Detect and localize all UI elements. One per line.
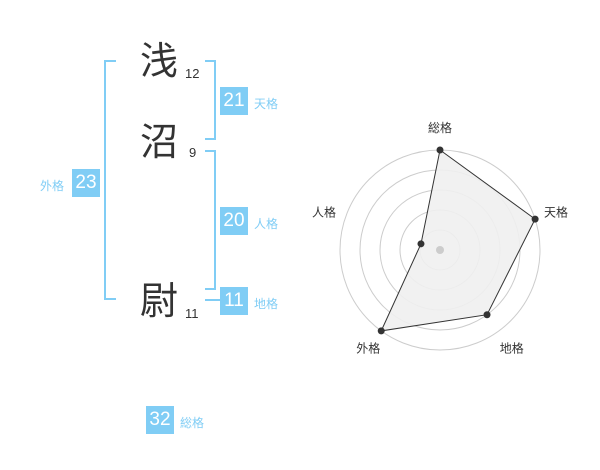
gaikaku-bracket: [104, 60, 106, 300]
gaikaku-label: 外格: [40, 179, 65, 193]
chikaku-value: 11: [220, 287, 248, 315]
radar-point: [436, 146, 444, 154]
tenkaku-bracket: [214, 60, 216, 140]
tenkaku-value: 21: [220, 87, 248, 115]
radar-axis-label: 人格: [312, 204, 336, 219]
soukaku-value: 32: [146, 406, 174, 434]
chikaku-label: 地格: [254, 297, 279, 311]
radar-axis-label: 総格: [428, 120, 452, 135]
name-char-1: 浅: [140, 39, 179, 83]
gaikaku-bracket-bottom: [104, 298, 116, 300]
radar-point: [377, 327, 385, 335]
gaikaku-value: 23: [72, 169, 100, 197]
stroke-count-1: 12: [185, 66, 200, 81]
jinkaku-label: 人格: [254, 217, 279, 231]
tenkaku-label: 天格: [254, 97, 279, 111]
jinkaku-bracket-bottom: [205, 288, 216, 290]
radar-point: [417, 240, 425, 248]
jinkaku-value: 20: [220, 207, 248, 235]
stroke-count-3: 11: [185, 306, 199, 321]
gaikaku-bracket-top: [104, 60, 116, 62]
radar-point: [483, 311, 491, 319]
radar-polygon: [380, 149, 536, 332]
radar-center: [436, 246, 444, 254]
tenkaku-bracket-bottom: [205, 138, 216, 140]
tenkaku-bracket-top: [205, 60, 216, 62]
jinkaku-bracket: [214, 150, 216, 290]
name-char-3: 尉: [140, 279, 179, 323]
soukaku-label: 総格: [180, 416, 205, 430]
radar-axis-label: 天格: [544, 204, 568, 219]
name-char-2: 沼: [140, 120, 179, 164]
jinkaku-bracket-top: [205, 150, 216, 152]
radar-point: [531, 215, 539, 223]
stroke-count-2: 9: [189, 145, 197, 160]
radar-axis-label: 外格: [356, 341, 380, 356]
radar-axis-label: 地格: [500, 341, 524, 356]
chikaku-connector: [205, 299, 220, 301]
